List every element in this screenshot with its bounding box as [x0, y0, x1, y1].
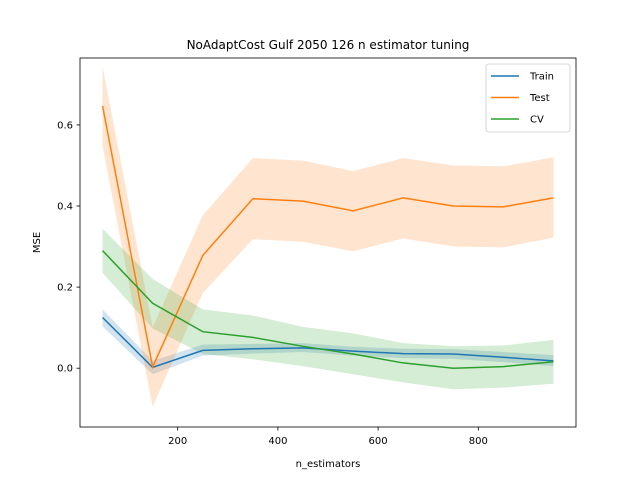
band-test	[102, 66, 554, 407]
x-axis-ticks: 200 400 600 800	[168, 427, 488, 447]
x-tick-label: 400	[268, 436, 287, 447]
band-train	[102, 309, 554, 375]
line-cv	[102, 250, 554, 369]
band-cv	[102, 228, 554, 390]
plot-frame	[79, 57, 577, 428]
legend-box	[485, 63, 571, 133]
legend-label-test: Test	[529, 93, 550, 104]
series-lines	[101, 105, 554, 370]
line-test	[101, 105, 554, 370]
chart-title: NoAdaptCost Gulf 2050 126 n estimator tu…	[187, 38, 470, 52]
y-tick-label: 0.0	[57, 364, 73, 375]
legend-label-train: Train	[529, 72, 554, 83]
y-axis-ticks: 0.0 0.2 0.4 0.6	[57, 120, 80, 375]
legend: Train Test CV	[485, 63, 571, 133]
y-tick-label: 0.6	[57, 120, 73, 131]
y-tick-label: 0.4	[57, 202, 73, 213]
x-tick-label: 200	[168, 436, 187, 447]
x-tick-label: 600	[369, 436, 388, 447]
y-axis-label: MSE	[32, 232, 43, 253]
x-axis-label: n_estimators	[296, 459, 361, 470]
legend-label-cv: CV	[530, 115, 544, 126]
x-tick-label: 800	[469, 436, 488, 447]
confidence-bands	[102, 66, 554, 407]
y-tick-label: 0.2	[57, 283, 73, 294]
